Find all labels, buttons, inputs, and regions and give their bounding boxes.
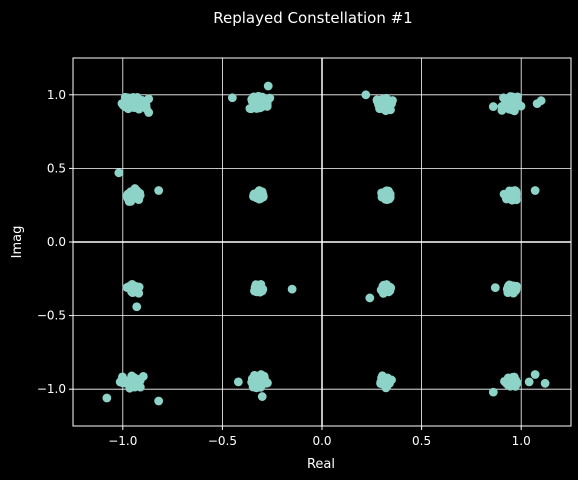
data-point-656 xyxy=(233,377,243,387)
y-tick-label-3: 0.5 xyxy=(47,161,66,175)
data-point-518 xyxy=(122,378,131,388)
data-point-398 xyxy=(251,280,261,290)
data-point-479 xyxy=(508,283,518,293)
data-point-399 xyxy=(253,287,263,297)
data-point-640 xyxy=(114,168,124,178)
y-axis-ticks: −1.0 −0.5 0.0 0.5 1.0 xyxy=(37,88,73,396)
x-axis-label: Real xyxy=(307,457,335,472)
data-point-660 xyxy=(524,377,534,387)
data-point-514 xyxy=(135,382,145,392)
data-point-519 xyxy=(129,378,139,388)
data-point-652 xyxy=(365,293,375,303)
data-point-599 xyxy=(376,379,385,388)
data-point-159 xyxy=(509,102,519,112)
data-point-319 xyxy=(507,193,517,203)
data-point-653 xyxy=(490,283,500,293)
y-tick-label-4: 1.0 xyxy=(47,88,66,102)
y-axis-label: Imag xyxy=(10,226,25,259)
y-tick-label-0: −1.0 xyxy=(37,382,66,396)
data-point-642 xyxy=(144,108,154,117)
data-point-655 xyxy=(154,396,164,406)
x-tick-label-2: 0.0 xyxy=(312,434,331,448)
x-tick-label-4: 1.0 xyxy=(512,434,531,448)
data-point-648 xyxy=(536,96,546,106)
chart-title: Replayed Constellation #1 xyxy=(213,9,412,27)
data-point-199 xyxy=(128,189,138,199)
data-point-650 xyxy=(132,302,142,312)
data-point-279 xyxy=(384,193,393,202)
x-tick-label-1: −0.5 xyxy=(208,434,237,448)
data-point-39 xyxy=(123,98,133,107)
data-point-643 xyxy=(227,93,237,103)
x-axis-ticks: −1.0 −0.5 0.0 0.5 1.0 xyxy=(108,426,531,448)
scatter-points xyxy=(102,81,550,406)
data-point-557 xyxy=(260,378,270,387)
data-point-654 xyxy=(102,393,112,403)
data-point-641 xyxy=(154,186,164,195)
data-point-657 xyxy=(488,387,498,397)
data-point-318 xyxy=(507,186,517,196)
y-tick-label-2: 0.0 xyxy=(47,235,66,249)
x-tick-label-0: −1.0 xyxy=(108,434,137,448)
y-tick-label-1: −0.5 xyxy=(37,309,66,323)
data-point-118 xyxy=(381,94,391,104)
data-point-559 xyxy=(255,371,265,381)
data-point-79 xyxy=(250,101,260,111)
data-point-659 xyxy=(540,378,550,388)
data-point-661 xyxy=(257,392,267,401)
data-point-439 xyxy=(378,283,387,293)
zero-lines xyxy=(73,58,571,426)
data-point-649 xyxy=(530,186,540,195)
data-point-78 xyxy=(249,92,259,102)
data-point-645 xyxy=(361,90,371,100)
data-point-119 xyxy=(381,104,391,114)
data-point-77 xyxy=(257,92,267,102)
data-point-658 xyxy=(530,370,540,379)
data-point-646 xyxy=(488,102,498,111)
data-point-651 xyxy=(287,284,297,294)
x-tick-label-3: 0.5 xyxy=(412,434,431,448)
data-point-239 xyxy=(257,189,267,199)
data-point-639 xyxy=(502,377,512,387)
data-point-644 xyxy=(263,81,273,91)
data-point-359 xyxy=(126,283,136,293)
